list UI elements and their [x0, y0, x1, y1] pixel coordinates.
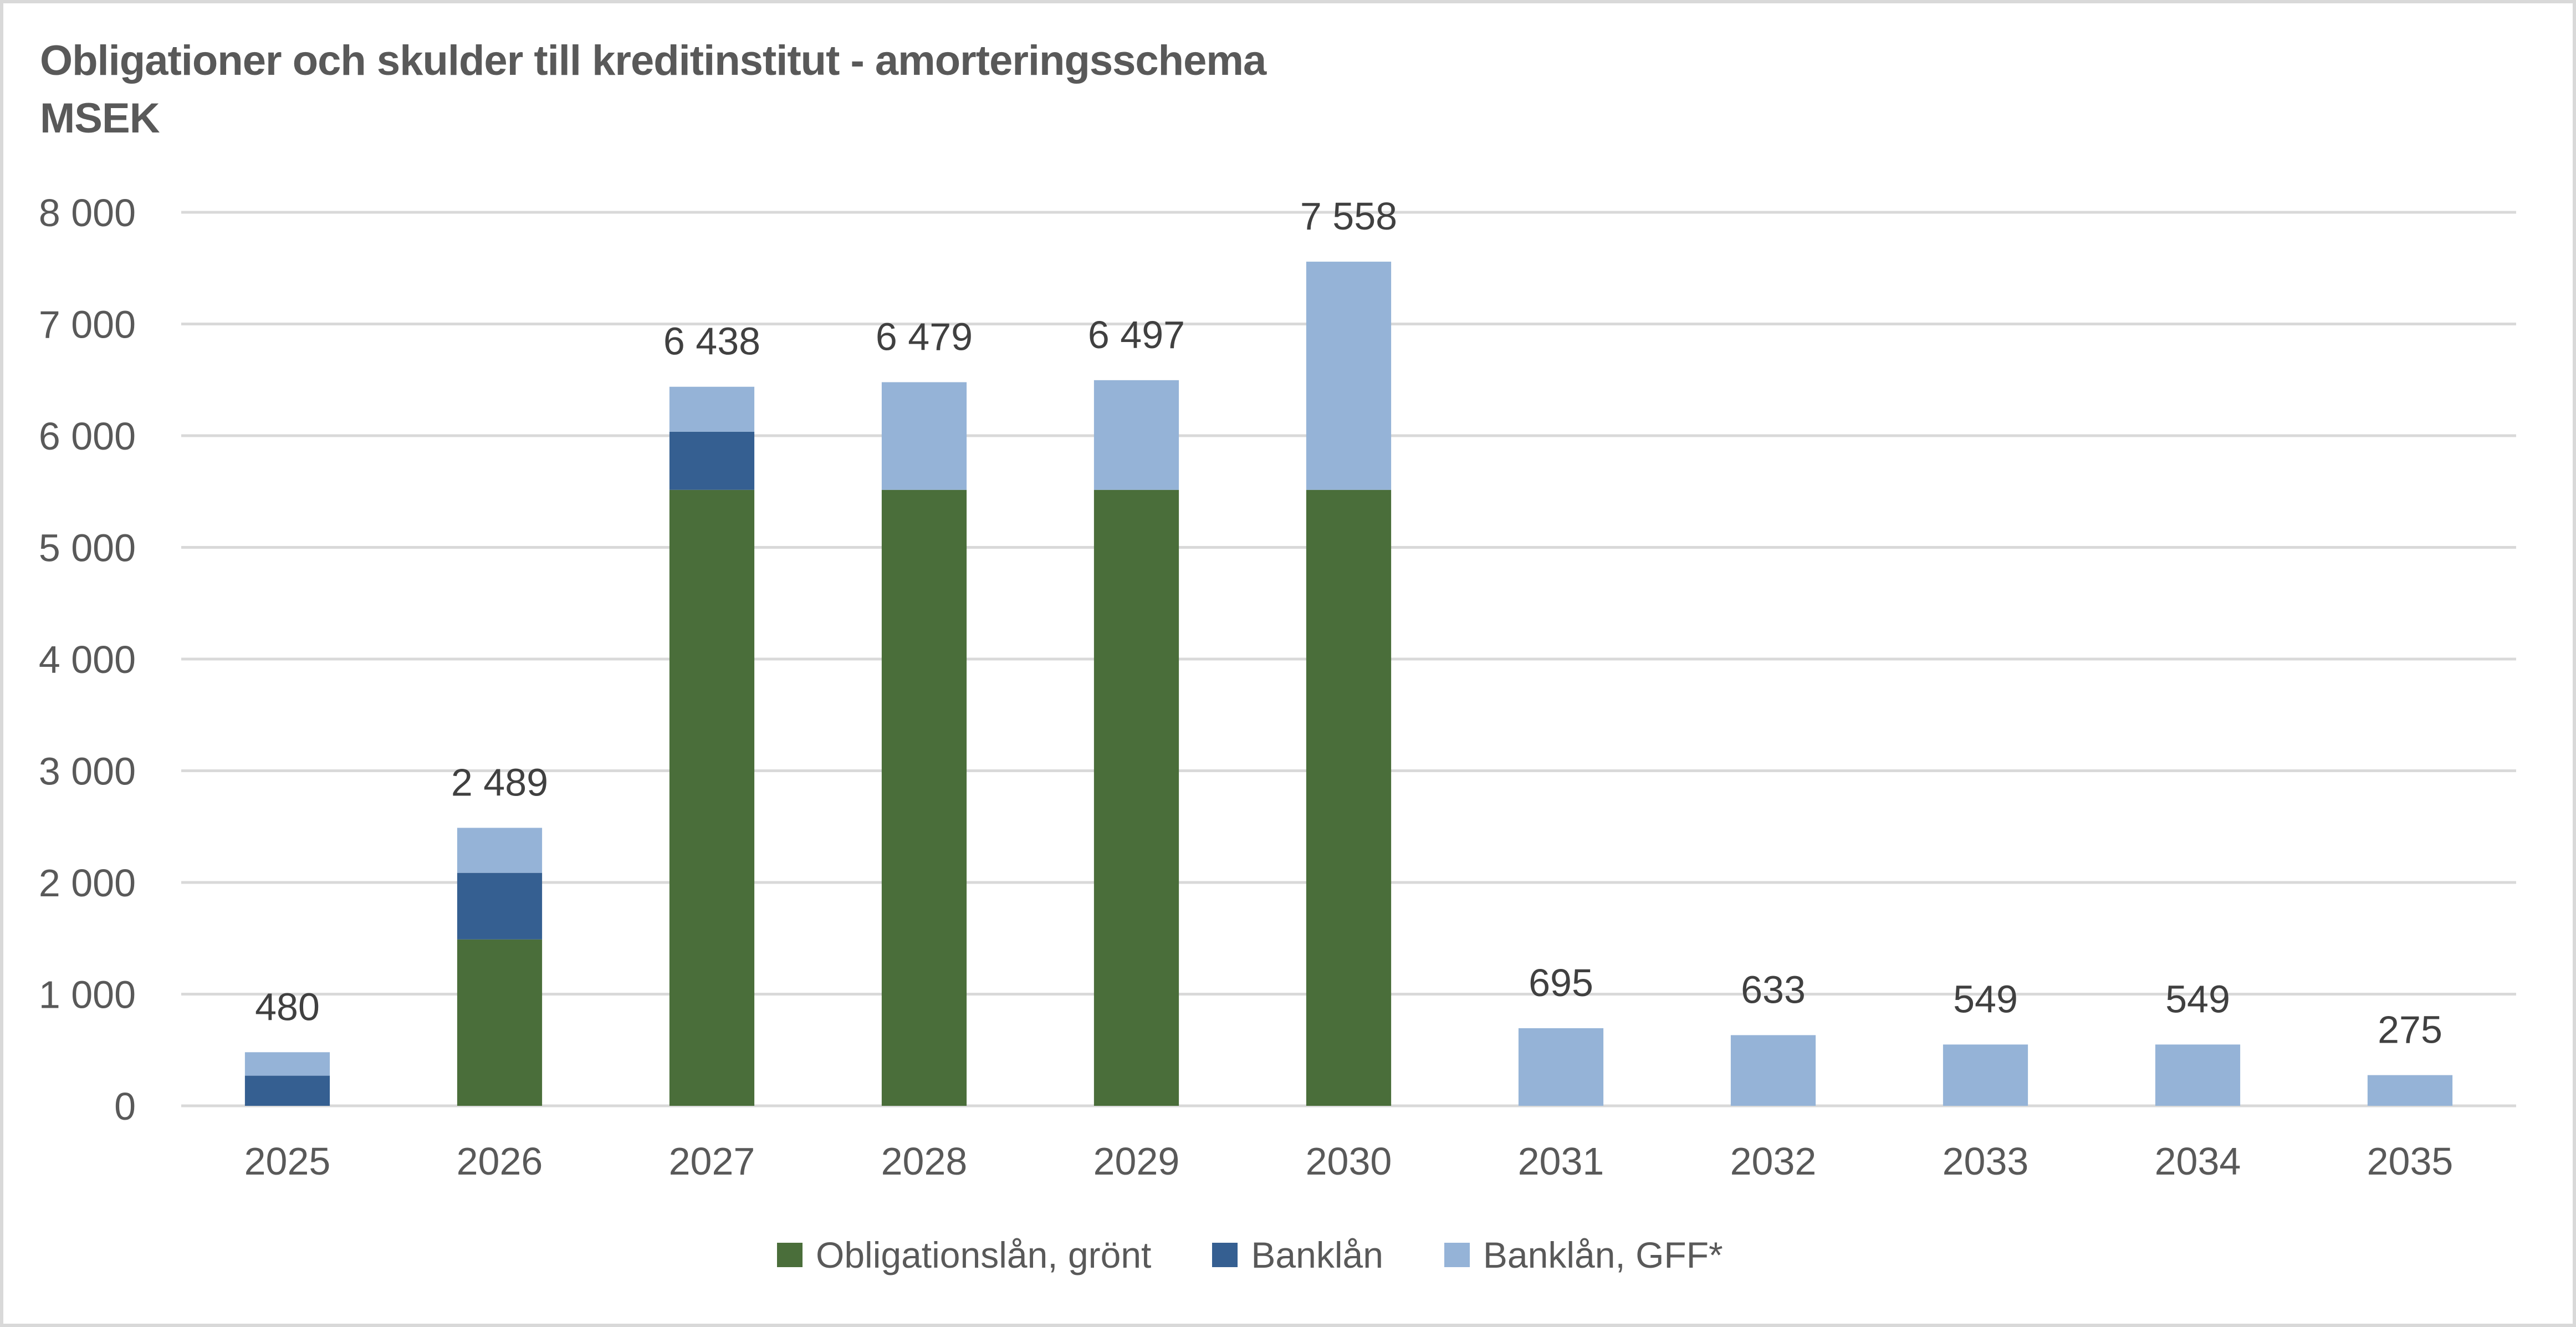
chart-title: Obligationer och skulder till kreditinst…	[40, 37, 1266, 84]
y-tick-label: 6 000	[39, 415, 136, 458]
bar-segment	[457, 872, 543, 940]
legend-label: Banklån, GFF*	[1483, 1234, 1723, 1275]
x-tick-label: 2028	[881, 1140, 968, 1183]
x-tick-label: 2027	[669, 1140, 755, 1183]
bar-segment	[669, 386, 755, 432]
data-label: 549	[2165, 977, 2230, 1020]
data-label: 549	[1953, 977, 2018, 1020]
legend-label: Banklån	[1251, 1234, 1383, 1275]
legend-item-banklan-gff[interactable]: Banklån, GFF*	[1444, 1234, 1723, 1276]
x-tick-label: 2025	[244, 1140, 331, 1183]
legend-swatch-light-blue	[1444, 1243, 1470, 1267]
x-tick-label: 2035	[2367, 1140, 2454, 1183]
bar-segment	[1943, 1044, 2028, 1106]
data-label: 6 438	[663, 320, 760, 363]
data-label: 2 489	[451, 761, 548, 804]
data-labels: 480 2 489 6 438 6 479 6 497 7 558 695 633 549 549…	[255, 195, 2442, 1052]
bar-segment	[457, 828, 543, 873]
bar-segment	[244, 1052, 330, 1076]
y-tick-label: 8 000	[39, 191, 136, 234]
data-label: 633	[1741, 968, 1806, 1011]
chart-title-block: Obligationer och skulder till kreditinst…	[40, 32, 1266, 147]
bar-segment	[457, 939, 543, 1106]
bar-segment	[1518, 1028, 1604, 1106]
chart-unit: MSEK	[40, 95, 160, 142]
y-tick-label: 7 000	[39, 303, 136, 346]
data-label: 6 497	[1088, 313, 1185, 356]
legend-swatch-dark-blue	[1212, 1243, 1238, 1267]
bar-segment	[2367, 1075, 2453, 1106]
x-tick-label: 2026	[457, 1140, 543, 1183]
data-label: 7 558	[1300, 195, 1397, 238]
bar-segment	[669, 489, 755, 1106]
legend: Obligationslån, grönt Banklån Banklån, G…	[777, 1234, 1723, 1276]
legend-item-obligationslan-gront[interactable]: Obligationslån, grönt	[777, 1234, 1151, 1276]
data-label: 695	[1529, 961, 1593, 1004]
y-axis-ticks: 0 1 000 2 000 3 000 4 000 5 000 6 000 7 000 8 00…	[39, 191, 136, 1128]
x-tick-label: 2031	[1518, 1140, 1604, 1183]
x-tick-label: 2033	[1943, 1140, 2029, 1183]
x-axis-ticks: 2025 2026 2027 2028 2029 2030 2031 2032 2033 2034…	[244, 1140, 2454, 1183]
bar-segment	[2155, 1044, 2241, 1106]
x-tick-label: 2032	[1730, 1140, 1817, 1183]
legend-item-banklan[interactable]: Banklån	[1212, 1234, 1383, 1276]
y-tick-label: 5 000	[39, 527, 136, 570]
legend-label: Obligationslån, grönt	[816, 1234, 1152, 1275]
bar-segment	[244, 1075, 330, 1106]
x-tick-label: 2034	[2155, 1140, 2241, 1183]
y-tick-label: 4 000	[39, 638, 136, 681]
y-tick-label: 0	[114, 1085, 136, 1128]
bar-segment	[881, 489, 967, 1106]
data-label: 6 479	[876, 315, 973, 358]
x-tick-label: 2030	[1306, 1140, 1392, 1183]
legend-swatch-green	[777, 1243, 803, 1267]
bar-segment	[1306, 262, 1392, 490]
bar-segment	[1093, 380, 1179, 490]
x-tick-label: 2029	[1093, 1140, 1180, 1183]
bar-segment	[669, 431, 755, 490]
data-label: 480	[255, 985, 320, 1028]
bars	[244, 262, 2453, 1106]
bar-segment	[1093, 489, 1179, 1106]
y-tick-label: 2 000	[39, 861, 136, 905]
bar-segment	[1306, 489, 1392, 1106]
bar-segment	[881, 382, 967, 490]
y-tick-label: 1 000	[39, 973, 136, 1017]
y-tick-label: 3 000	[39, 750, 136, 793]
data-label: 275	[2378, 1008, 2442, 1052]
bar-segment	[1730, 1035, 1816, 1106]
